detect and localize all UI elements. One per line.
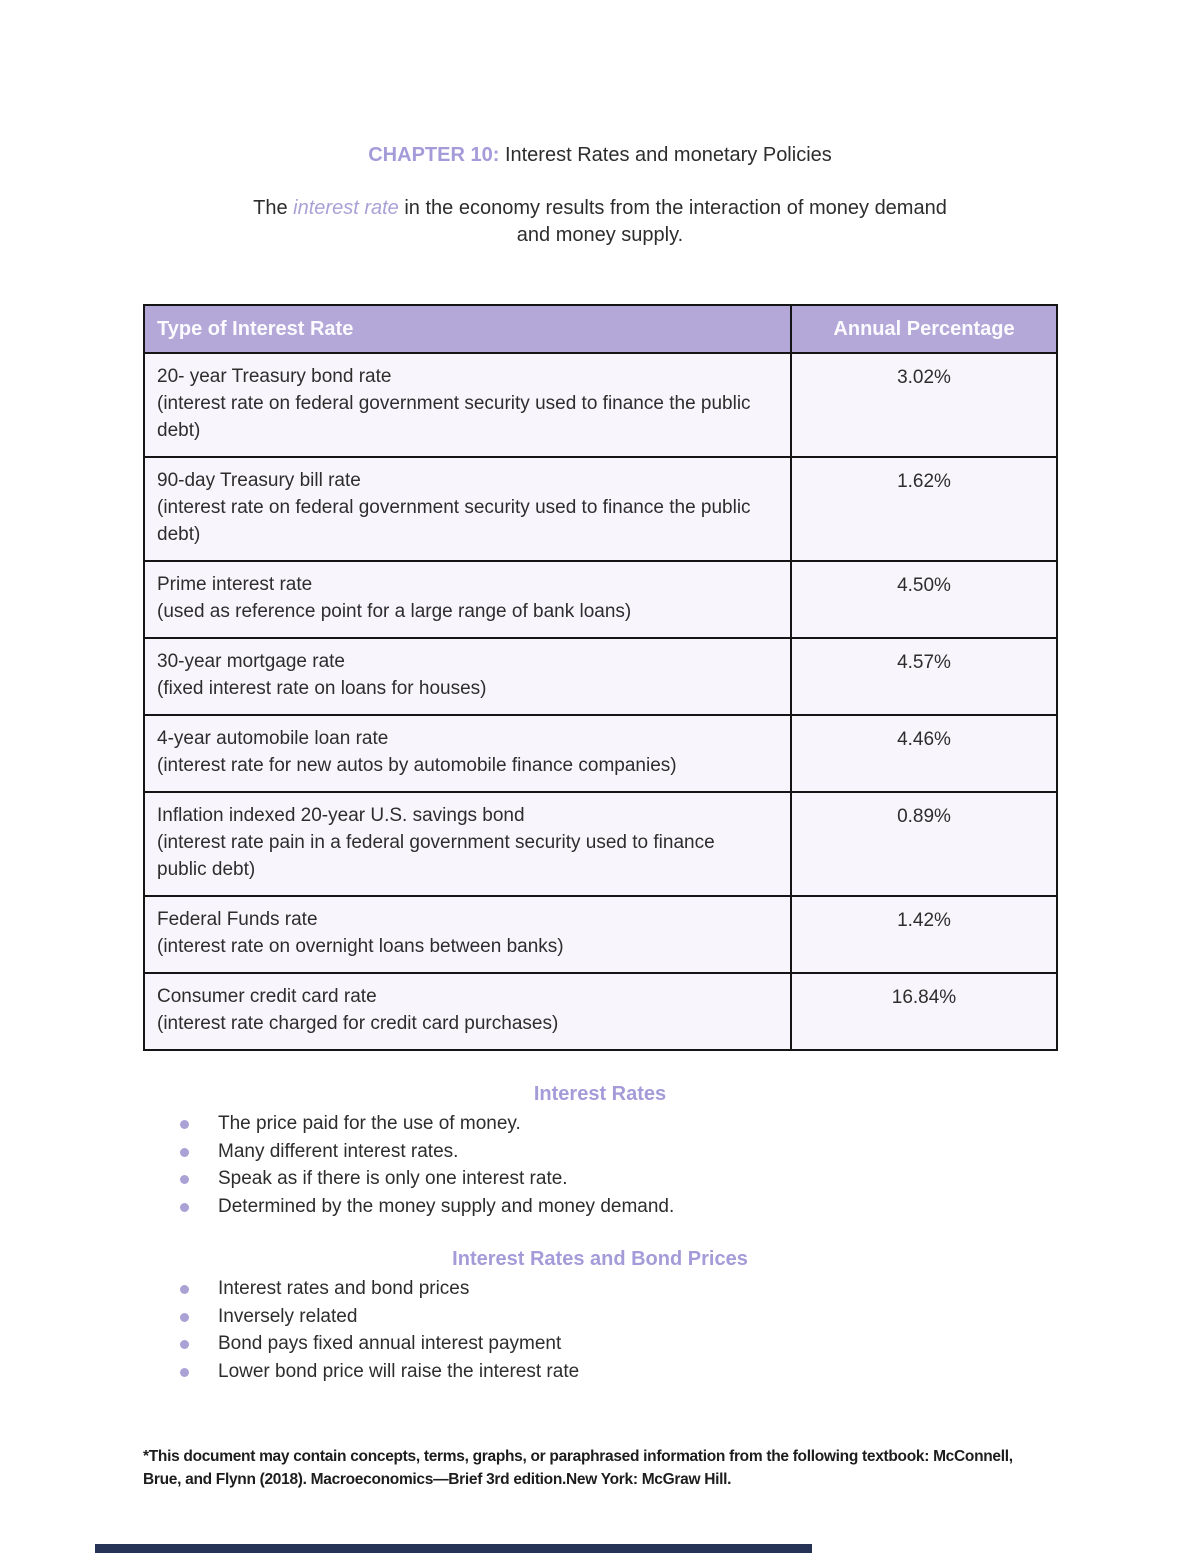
- rate-value: 16.84%: [790, 972, 1058, 1051]
- rate-value: 3.02%: [790, 352, 1058, 458]
- rate-type-cell: Federal Funds rate (interest rate on ove…: [143, 895, 792, 974]
- section-heading-interest-rates: Interest Rates: [533, 1083, 667, 1105]
- rate-value: 4.46%: [790, 714, 1058, 793]
- rate-type-cell: Inflation indexed 20-year U.S. savings b…: [143, 791, 792, 897]
- footnote-line-1: *This document may contain concepts, ter…: [143, 1448, 1013, 1465]
- rate-description: (fixed interest rate on loans for houses…: [157, 678, 487, 699]
- list-item: Determined by the money supply and money…: [180, 1193, 1200, 1221]
- rate-type-cell: 4-year automobile loan rate (interest ra…: [143, 714, 792, 793]
- rate-description: (used as reference point for a large ran…: [157, 601, 632, 622]
- rate-value: 1.62%: [790, 456, 1058, 562]
- chapter-label: CHAPTER 10:: [368, 144, 500, 166]
- rate-description: (interest rate for new autos by automobi…: [157, 755, 677, 776]
- page-title: CHAPTER 10: Interest Rates and monetary …: [0, 142, 1200, 168]
- rate-name: Federal Funds rate: [157, 909, 318, 930]
- list-item: Interest rates and bond prices: [180, 1275, 1200, 1303]
- rate-type-cell: Prime interest rate (used as reference p…: [143, 560, 792, 639]
- footnote-line-2: Brue, and Flynn (2018). Macroeconomics—B…: [143, 1471, 732, 1488]
- header-annual-percentage: Annual Percentage: [790, 304, 1058, 354]
- table-header-row: Type of Interest Rate Annual Percentage: [143, 304, 1058, 354]
- rate-name: 90-day Treasury bill rate: [157, 470, 361, 491]
- rate-type-cell: 30-year mortgage rate (fixed interest ra…: [143, 637, 792, 716]
- title-text: Interest Rates and monetary Policies: [504, 144, 832, 166]
- rate-name: Consumer credit card rate: [157, 986, 377, 1007]
- list-item: Many different interest rates.: [180, 1138, 1200, 1166]
- rate-value: 1.42%: [790, 895, 1058, 974]
- rate-type-cell: 90-day Treasury bill rate (interest rate…: [143, 456, 792, 562]
- table-row: Consumer credit card rate (interest rate…: [143, 972, 1058, 1051]
- rate-description: (interest rate pain in a federal governm…: [157, 832, 715, 880]
- header-type-of-interest-rate: Type of Interest Rate: [143, 304, 792, 354]
- rate-description: (interest rate charged for credit card p…: [157, 1013, 559, 1034]
- rate-name: Prime interest rate: [157, 574, 313, 595]
- document-page: CHAPTER 10: Interest Rates and monetary …: [0, 142, 1200, 1491]
- rate-value: 4.57%: [790, 637, 1058, 716]
- rate-description: (interest rate on federal government sec…: [157, 393, 751, 441]
- subtitle-emphasis: interest rate: [293, 197, 399, 219]
- section-heading-bond-prices: Interest Rates and Bond Prices: [452, 1248, 748, 1270]
- interest-rates-table: Type of Interest Rate Annual Percentage …: [143, 304, 1058, 1051]
- table-row: Federal Funds rate (interest rate on ove…: [143, 895, 1058, 974]
- table-row: Prime interest rate (used as reference p…: [143, 560, 1058, 639]
- rate-type-cell: 20- year Treasury bond rate (interest ra…: [143, 352, 792, 458]
- subtitle: The interest rate in the economy results…: [0, 195, 1200, 249]
- list-item: Bond pays fixed annual interest payment: [180, 1330, 1200, 1358]
- list-item: Lower bond price will raise the interest…: [180, 1358, 1200, 1386]
- page-bottom-bar: [95, 1544, 812, 1553]
- subtitle-prefix: The: [253, 197, 294, 219]
- table-row: 90-day Treasury bill rate (interest rate…: [143, 456, 1058, 562]
- rate-name: Inflation indexed 20-year U.S. savings b…: [157, 805, 525, 826]
- rate-name: 30-year mortgage rate: [157, 651, 345, 672]
- list-item: The price paid for the use of money.: [180, 1110, 1200, 1138]
- subtitle-rest: in the economy results from the interact…: [398, 197, 947, 219]
- rate-name: 4-year automobile loan rate: [157, 728, 389, 749]
- table-row: 30-year mortgage rate (fixed interest ra…: [143, 637, 1058, 716]
- list-item: Speak as if there is only one interest r…: [180, 1165, 1200, 1193]
- rate-description: (interest rate on federal government sec…: [157, 497, 751, 545]
- interest-rates-bullet-list: The price paid for the use of money. Man…: [0, 1110, 1200, 1220]
- bond-prices-bullet-list: Interest rates and bond prices Inversely…: [0, 1275, 1200, 1385]
- rate-value: 4.50%: [790, 560, 1058, 639]
- table-row: Inflation indexed 20-year U.S. savings b…: [143, 791, 1058, 897]
- rate-type-cell: Consumer credit card rate (interest rate…: [143, 972, 792, 1051]
- rate-name: 20- year Treasury bond rate: [157, 366, 392, 387]
- rate-description: (interest rate on overnight loans betwee…: [157, 936, 564, 957]
- table-row: 20- year Treasury bond rate (interest ra…: [143, 352, 1058, 458]
- table-row: 4-year automobile loan rate (interest ra…: [143, 714, 1058, 793]
- textbook-footnote: *This document may contain concepts, ter…: [143, 1445, 1088, 1491]
- subtitle-line2: and money supply.: [516, 224, 684, 246]
- rate-value: 0.89%: [790, 791, 1058, 897]
- list-item: Inversely related: [180, 1303, 1200, 1331]
